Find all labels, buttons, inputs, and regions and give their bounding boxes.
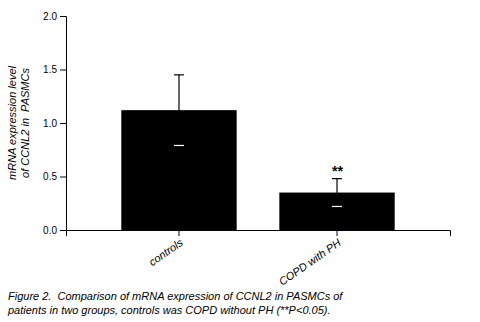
y-tick-label: 1.5 (43, 64, 57, 75)
y-axis: 0.0 0.5 1.0 1.5 2.0 (43, 11, 66, 236)
y-tick-label: 0.5 (43, 171, 57, 182)
y-tick: 2.0 (43, 11, 66, 22)
x-axis-line (67, 231, 451, 237)
x-tick: controls (146, 230, 185, 268)
y-tick-label: 1.0 (43, 118, 57, 129)
error-bar-cap (174, 145, 184, 146)
y-tick-mark (60, 230, 66, 231)
y-tick: 1.5 (43, 64, 66, 75)
plot-area: 0.0 0.5 1.0 1.5 2.0 controls COPD with PH ** (43, 11, 450, 288)
y-axis-line (60, 17, 67, 231)
error-bar-stem (178, 75, 179, 146)
x-tick-label: controls (146, 236, 185, 268)
y-tick-mark (60, 123, 66, 124)
marks (121, 75, 394, 230)
y-tick: 1.0 (43, 118, 66, 129)
error-bar (174, 75, 184, 146)
chart-svg: 0.0 0.5 1.0 1.5 2.0 controls COPD with PH ** mRN… (0, 0, 480, 322)
chart-container: 0.0 0.5 1.0 1.5 2.0 controls COPD with PH ** mRN… (0, 0, 480, 322)
y-tick-label: 0.0 (43, 225, 57, 236)
error-bar-cap (332, 206, 342, 207)
x-axis: controls COPD with PH (67, 230, 451, 288)
y-tick-mark (60, 177, 66, 178)
x-tick-label: COPD with PH (276, 236, 343, 288)
significance-label: ** (332, 163, 343, 179)
caption-line: Figure 2. Comparison of mRNA expression … (8, 290, 343, 302)
y-tick-mark (60, 70, 66, 71)
annotations: ** (332, 163, 343, 179)
y-tick: 0.5 (43, 171, 66, 182)
x-tick-mark (178, 230, 179, 236)
y-tick-mark (60, 16, 66, 17)
caption: Figure 2. Comparison of mRNA expression … (7, 290, 343, 316)
error-bar-cap (174, 74, 184, 75)
x-tick: COPD with PH (276, 230, 343, 288)
x-tick-mark (337, 230, 338, 236)
error-bar-stem (336, 179, 337, 207)
caption-line: patients in two groups, controls was COP… (7, 304, 331, 316)
y-tick: 0.0 (43, 225, 66, 236)
y-axis-title: mRNA expression levelof CCNL2 in PASMCs (6, 65, 31, 179)
y-tick-label: 2.0 (43, 11, 57, 22)
error-bar (332, 179, 342, 207)
